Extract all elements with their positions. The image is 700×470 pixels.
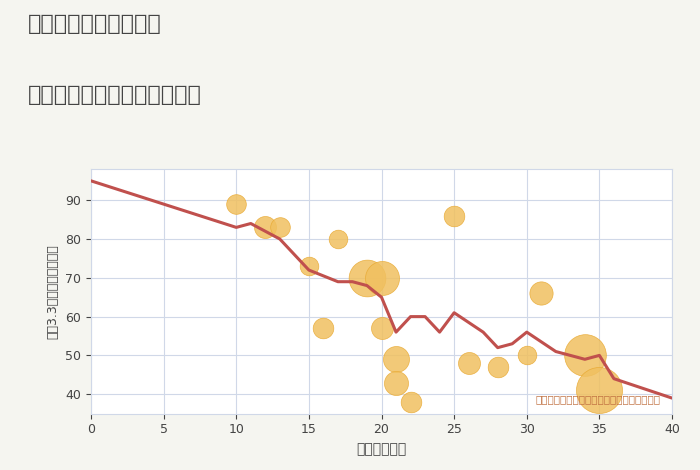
Point — [391, 355, 402, 363]
Point — [391, 379, 402, 386]
Text: 築年数別中古マンション価格: 築年数別中古マンション価格 — [28, 85, 202, 105]
Point — [521, 352, 532, 359]
Point — [492, 363, 503, 371]
Point — [376, 274, 387, 282]
Point — [260, 224, 271, 231]
Point — [274, 224, 286, 231]
X-axis label: 築年数（年）: 築年数（年） — [356, 442, 407, 456]
Point — [361, 274, 372, 282]
Point — [536, 290, 547, 297]
Point — [405, 398, 416, 406]
Point — [376, 324, 387, 332]
Point — [231, 200, 242, 208]
Text: 奈良県奈良市法蓮町の: 奈良県奈良市法蓮町の — [28, 14, 162, 34]
Point — [463, 360, 475, 367]
Point — [580, 352, 591, 359]
Point — [594, 386, 605, 394]
Point — [449, 212, 460, 219]
Point — [318, 324, 329, 332]
Point — [303, 262, 314, 270]
Y-axis label: 平（3.3㎡）単価（万円）: 平（3.3㎡）単価（万円） — [47, 244, 60, 339]
Point — [332, 235, 344, 243]
Text: 円の大きさは、取引のあった物件面積を示す: 円の大きさは、取引のあった物件面積を示す — [536, 394, 660, 404]
